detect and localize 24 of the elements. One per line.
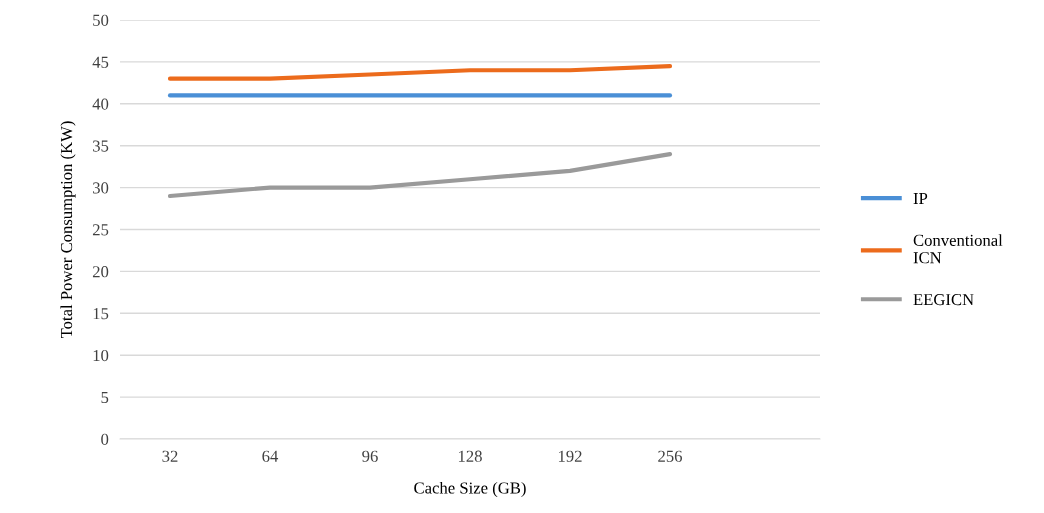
y-tick-label: 30 xyxy=(93,182,109,194)
y-tick-label: 25 xyxy=(92,224,109,236)
legend-label: Conventional ICN xyxy=(913,234,1003,264)
x-tick-label: 64 xyxy=(262,450,279,462)
line-series xyxy=(167,64,673,81)
y-tick-label: 50 xyxy=(93,14,109,26)
y-tick-label: 20 xyxy=(92,266,109,278)
x-tick-label: 96 xyxy=(362,450,378,462)
y-tick-label: 15 xyxy=(93,308,109,320)
x-tick-label: 256 xyxy=(658,450,682,462)
legend-label: EEGICN xyxy=(913,294,974,306)
y-tick-label: 40 xyxy=(92,98,109,110)
x-tick-label: 192 xyxy=(558,450,582,462)
y-axis-title: Total Power Consumption (KW) xyxy=(60,121,76,339)
line-series xyxy=(167,151,673,199)
legend-label: IP xyxy=(913,193,928,204)
y-tick-label: 0 xyxy=(101,433,109,445)
x-tick-label: 32 xyxy=(162,450,178,462)
x-axis-title: Cache Size (GB) xyxy=(414,481,526,498)
x-tick-label: 128 xyxy=(458,450,482,462)
y-tick-label: 5 xyxy=(101,391,109,404)
y-tick-label: 10 xyxy=(93,349,109,362)
y-tick-label: 45 xyxy=(92,56,109,68)
y-tick-label: 35 xyxy=(93,140,109,152)
